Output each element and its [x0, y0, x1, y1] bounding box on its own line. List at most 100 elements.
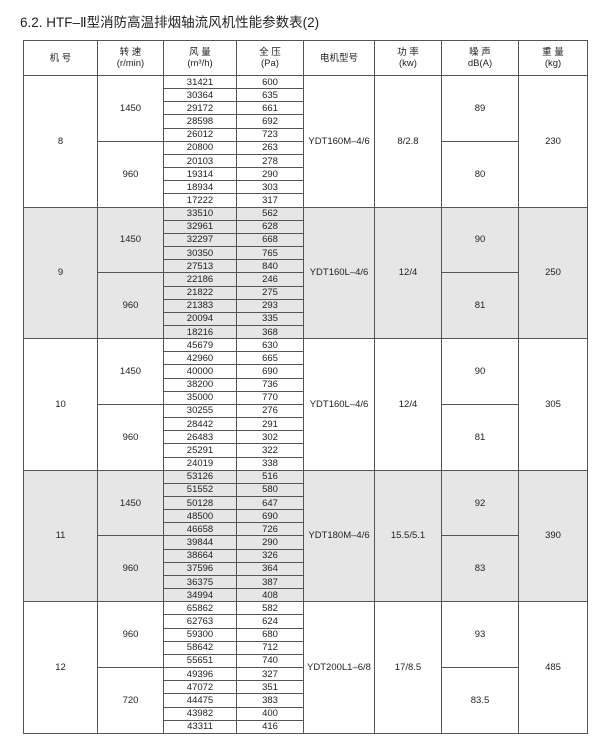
pressure-cell: 364 [236, 561, 304, 576]
airflow-cell: 38664 [163, 548, 237, 563]
performance-table: 机 号转 速 (r/min) 风 量 (m³/h) 全 压 (Pa) 电机型号功 率 (kw)… [23, 40, 588, 734]
noise-cell: 92 [441, 469, 519, 537]
speed-cell: 960 [97, 403, 164, 471]
header-name: 重 量 [542, 47, 564, 58]
header-name: 电机型号 [319, 52, 358, 64]
pressure-cell: 290 [236, 535, 304, 550]
airflow-cell: 17222 [163, 193, 237, 208]
motor-cell: YDT160M–4/6 [303, 75, 375, 208]
pressure-cell: 335 [236, 311, 304, 326]
airflow-cell: 29172 [163, 101, 237, 116]
table-row: 38664 326 [24, 548, 588, 563]
header-name: 转 速 [119, 47, 142, 58]
table-row: 27513 840 [24, 259, 588, 274]
airflow-cell: 55651 [163, 653, 237, 669]
airflow-cell: 20094 [163, 311, 237, 326]
motor-cell: YDT160L–4/6 [303, 206, 375, 340]
header-unit: (r/min) [116, 58, 145, 69]
speed-cell: 960 [97, 535, 164, 603]
table-row: 10 1450 45679 630 YDT160L–4/6 12/4 90 305 [23, 338, 588, 471]
pressure-cell: 600 [236, 74, 304, 90]
weight-cell: 230 [518, 75, 588, 208]
table-row: 24019 338 [24, 456, 588, 471]
airflow-cell: 50128 [163, 495, 237, 511]
airflow-cell: 36375 [163, 574, 237, 590]
weight-cell: 485 [518, 601, 588, 734]
pressure-cell: 278 [236, 153, 304, 169]
airflow-cell: 24019 [163, 456, 237, 471]
pressure-cell: 338 [236, 456, 304, 471]
airflow-cell: 40000 [163, 364, 237, 379]
header-row: 机 号转 速 (r/min) 风 量 (m³/h) 全 压 (Pa) 电机型号功 率 (kw)… [23, 40, 588, 76]
airflow-cell: 19314 [163, 167, 237, 182]
power-cell: 12/4 [374, 338, 442, 471]
pressure-cell: 692 [236, 114, 304, 129]
table-row: 37596 364 [24, 561, 588, 576]
airflow-cell: 25291 [163, 443, 237, 458]
machine-cell: 11 [23, 469, 98, 603]
table-row: 48500 690 [24, 509, 588, 524]
pressure-cell: 351 [236, 680, 304, 695]
pressure-cell: 665 [236, 351, 304, 366]
pressure-cell: 416 [236, 719, 304, 734]
table-row: 34994 408 [24, 588, 588, 603]
pressure-cell: 726 [236, 522, 304, 537]
table-row: 59300 680 [24, 627, 588, 642]
table-row: 960 39844 290 83 [24, 535, 588, 603]
airflow-cell: 30255 [163, 403, 237, 419]
header-unit: dB(A) [467, 58, 493, 69]
airflow-cell: 43982 [163, 706, 237, 721]
title: 6.2. HTF–Ⅱ型消防高温排烟轴流风机性能参数表(2) [20, 15, 320, 30]
pressure-cell: 516 [236, 469, 304, 484]
airflow-cell: 45679 [163, 338, 237, 353]
machine-cell: 10 [23, 338, 98, 471]
table-header: 机 号转 速 (r/min) 风 量 (m³/h) 全 压 (Pa) 电机型号功 率 (kw)… [23, 40, 588, 76]
airflow-cell: 51552 [163, 482, 237, 498]
airflow-cell: 18934 [163, 180, 237, 195]
airflow-cell: 49396 [163, 667, 237, 682]
pressure-cell: 383 [236, 693, 304, 708]
airflow-cell: 44475 [163, 693, 237, 708]
pressure-cell: 408 [236, 588, 304, 603]
table-row: 51552 580 [24, 482, 588, 498]
airflow-cell: 53126 [163, 469, 237, 484]
airflow-cell: 34994 [163, 588, 237, 603]
table-row: 8 1450 31421 600 YDT160M–4/6 8/2.8 89 230 [23, 74, 588, 208]
table-row: 25291 322 [24, 443, 588, 458]
speed-cell: 960 [97, 601, 164, 669]
pressure-cell: 400 [236, 706, 304, 721]
airflow-cell: 47072 [163, 680, 237, 695]
header-cell: 噪 声 dB(A) [441, 40, 519, 76]
header-cell: 功 率 (kw) [374, 40, 442, 76]
noise-cell: 80 [441, 140, 519, 208]
table-row: 29172 661 [24, 101, 588, 116]
motor-cell: YDT200L1–6/8 [303, 601, 375, 734]
speed-cell: 1450 [97, 338, 164, 405]
header-name: 功 率 [397, 47, 419, 58]
power-cell: 12/4 [374, 206, 442, 340]
table-row: 12 960 65862 582 YDT200L1–6/8 17/8.5 93 485 [23, 601, 588, 734]
airflow-cell: 28598 [163, 114, 237, 129]
pressure-cell: 661 [236, 101, 304, 116]
pressure-cell: 840 [236, 259, 304, 274]
pressure-cell: 291 [236, 417, 304, 432]
power-cell: 15.5/5.1 [374, 469, 442, 603]
airflow-cell: 21822 [163, 285, 237, 300]
table-row: 20094 335 [24, 311, 588, 326]
airflow-cell: 26483 [163, 430, 237, 445]
table-row: 50128 647 [24, 495, 588, 511]
header-name: 全 压 [259, 47, 281, 58]
pressure-cell: 712 [236, 640, 304, 655]
pressure-cell: 635 [236, 88, 304, 103]
table-row: 11 1450 53126 516 YDT180M–4/6 15.5/5.1 92 390 [23, 469, 588, 603]
power-cell: 8/2.8 [374, 75, 442, 208]
airflow-cell: 62763 [163, 614, 237, 629]
pressure-cell: 680 [236, 627, 304, 642]
airflow-cell: 28442 [163, 417, 237, 432]
pressure-cell: 327 [236, 667, 304, 682]
speed-cell: 960 [97, 140, 164, 208]
pressure-cell: 293 [236, 298, 304, 313]
pressure-cell: 275 [236, 285, 304, 300]
header-unit: (Pa) [261, 58, 279, 69]
header-cell: 电机型号 [303, 40, 375, 76]
